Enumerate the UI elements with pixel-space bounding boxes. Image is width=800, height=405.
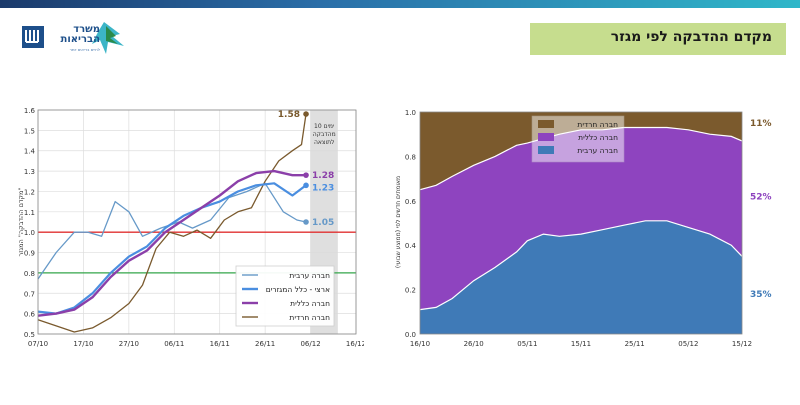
legend-label: חברה כללית [578, 133, 618, 142]
top-accent-bar [0, 0, 800, 8]
x-tick-label: 27/10 [119, 340, 139, 348]
cases-share-area-chart: 0.0 0.2 0.4 0.6 0.8 1.0 16/10 26/10 05/11 15/11 25… [386, 102, 776, 354]
x-tick-label: 16/11 [210, 340, 230, 348]
x-tick-label: 16/10 [410, 340, 430, 348]
y-tick-label: 1.2 [24, 188, 35, 196]
x-tick-label: 06/12 [300, 340, 320, 348]
end-value-label-general: 1.28 [312, 171, 334, 181]
logo-text: משרד הבריאות [58, 25, 100, 45]
legend-label: חברה חרדית [577, 120, 618, 129]
y-tick-label: 0.0 [405, 331, 416, 339]
x-tick-label: 07/10 [28, 340, 48, 348]
area-arab [420, 220, 742, 334]
series-endpoint-arab [303, 219, 309, 225]
shaded-note-line: מהדבקה [313, 131, 336, 138]
y-tick-label: 0.6 [24, 311, 36, 319]
shaded-note: 10 ימים מהדבקה לתוצאה [313, 123, 336, 146]
x-tick-label: 26/11 [255, 340, 275, 348]
y-tick-label: 0.2 [405, 287, 416, 295]
legend-label: חברה ערבית [289, 271, 330, 280]
x-tick-label: 16/12 [346, 340, 364, 348]
y-tick-label: 1.5 [24, 127, 35, 135]
y-tick-label: 1.0 [24, 229, 35, 237]
y-axis-label: מאומתים חדשים לפי (ממוצע שבועי) [395, 176, 402, 268]
y-tick-label: 0.5 [24, 331, 35, 339]
series-line-national [37, 182, 307, 315]
legend-box [235, 265, 335, 327]
series-line-general [37, 169, 306, 317]
y-tick-label: 0.4 [405, 242, 417, 250]
y-tick-label: 1.4 [24, 148, 36, 156]
x-tick-label: 17/10 [73, 340, 93, 348]
y-tick-label: 1.1 [24, 209, 35, 217]
legend-label: חברה ערבית [577, 146, 618, 155]
legend-swatch-area_general [538, 133, 554, 141]
end-value-label-arab: 1.05 [312, 218, 334, 228]
y-tick-label: 0.7 [24, 290, 35, 298]
series-line-haredi [37, 114, 307, 333]
logo-line-2: הבריאות [60, 34, 100, 45]
x-tick-label: 06/11 [164, 340, 184, 348]
legend-label: חברה כללית [290, 299, 330, 308]
page-title: מקדם ההדבקה לפי מגזר [610, 29, 772, 45]
x-tick-label: 05/12 [678, 340, 698, 348]
r-by-sector-chart: 10 ימים מהדבקה לתוצאה 0.5 0.6 0.7 0.8 0.9 1.0 1.… [14, 102, 364, 354]
series-endpoint-general [303, 172, 309, 178]
x-tick-label: 26/10 [464, 340, 484, 348]
ministry-logo [20, 20, 132, 60]
y-tick-label: 0.9 [24, 250, 35, 258]
y-tick-label: 0.6 [405, 198, 417, 206]
series-endpoint-national [303, 182, 309, 189]
y-tick-label: 0.8 [405, 153, 416, 161]
y-tick-label: 1.6 [24, 107, 36, 115]
x-tick-label: 15/12 [732, 340, 752, 348]
end-value-label-national: 1.23 [312, 183, 334, 193]
legend-label: ארצי - כלל המגזרים [266, 285, 330, 294]
y-tick-label: 1.3 [24, 168, 35, 176]
logo-line-1: משרד [73, 24, 100, 35]
x-tick-label: 25/11 [625, 340, 645, 348]
shaded-note-line: 10 ימים [314, 123, 334, 130]
x-tick-label: 15/11 [571, 340, 591, 348]
area-arab-boundary [419, 220, 743, 311]
shaded-note-line: לתוצאה [314, 139, 334, 146]
y-axis-label: מקדם ההדבקה" המגזר" [17, 188, 25, 257]
legend-label: חברה חרדית [289, 313, 330, 322]
y-tick-label: 1.0 [405, 109, 416, 117]
title-banner: מקדם ההדבקה לפי מגזר [530, 23, 786, 55]
end-value-label-haredi: 1.58 [278, 110, 300, 120]
legend-swatch-area_haredi [538, 120, 554, 128]
y-tick-label: 0.8 [24, 270, 35, 278]
plot-frame [419, 111, 743, 335]
legend-swatch-area_arab [538, 146, 554, 154]
series-endpoint-haredi [303, 111, 309, 117]
end-percent-label: 35% [750, 290, 772, 300]
x-tick-label: 05/11 [517, 340, 537, 348]
end-percent-label: 11% [750, 119, 772, 129]
end-percent-label: 52% [750, 192, 772, 202]
logo-subtitle: לחיים בריאים יותר [69, 47, 100, 52]
plot-frame [37, 109, 357, 335]
